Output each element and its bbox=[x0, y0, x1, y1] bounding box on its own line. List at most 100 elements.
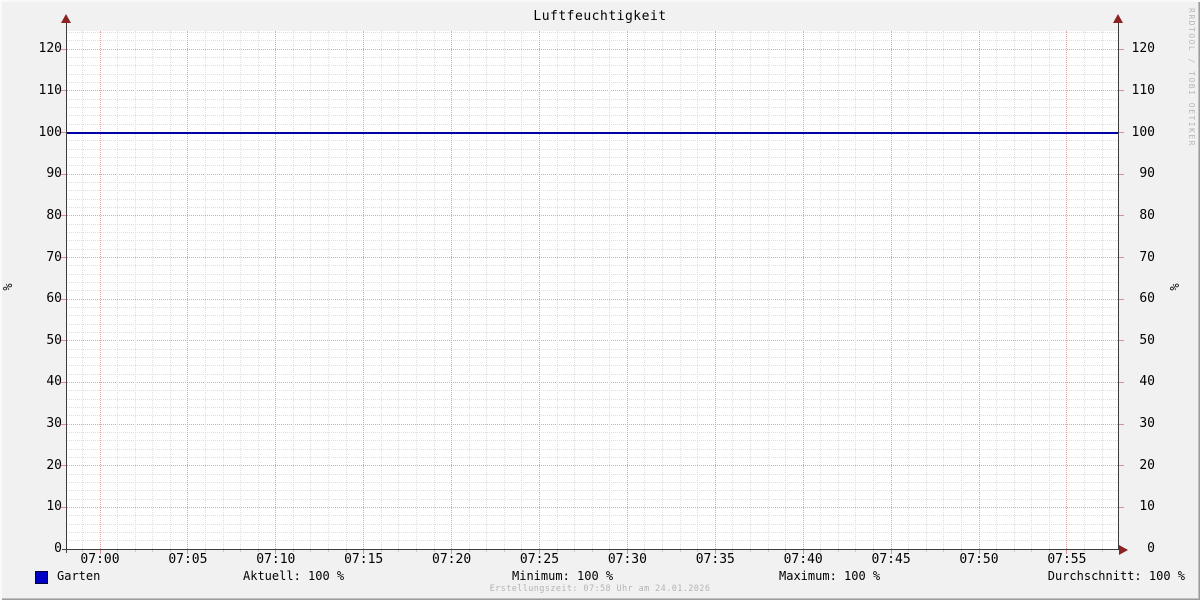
y-tick-label-left: 40 bbox=[46, 374, 62, 390]
y-major-tick-right bbox=[1118, 381, 1124, 383]
x-minor-tick bbox=[697, 549, 699, 552]
y-major-tick-left bbox=[61, 48, 67, 50]
y-major-tick-right bbox=[1118, 298, 1124, 300]
x-minor-tick bbox=[204, 549, 206, 552]
y-axis-arrow-left-icon bbox=[61, 14, 71, 23]
v-gridline-minor bbox=[785, 31, 787, 549]
x-minor-tick bbox=[960, 549, 962, 552]
y-tick-label-right: 80 bbox=[1139, 207, 1155, 223]
x-minor-tick bbox=[398, 549, 400, 552]
x-major-tick bbox=[626, 549, 628, 554]
y-major-tick-left bbox=[61, 298, 67, 300]
x-tick-label: 07:50 bbox=[959, 552, 999, 567]
x-minor-tick bbox=[1048, 549, 1050, 552]
v-gridline-minor bbox=[240, 31, 242, 549]
y-major-tick-left bbox=[61, 465, 67, 467]
v-gridline-minor bbox=[81, 31, 83, 549]
v-gridline-major bbox=[539, 31, 540, 549]
x-minor-tick bbox=[486, 549, 488, 552]
x-major-tick bbox=[187, 549, 189, 554]
y-major-tick-left bbox=[61, 423, 67, 425]
x-tick-label: 07:25 bbox=[519, 552, 560, 567]
x-tick-label: 07:30 bbox=[607, 552, 647, 567]
v-gridline-minor bbox=[433, 31, 435, 549]
v-gridline-minor bbox=[697, 31, 699, 549]
v-gridline-minor bbox=[486, 31, 488, 549]
v-gridline-minor bbox=[679, 31, 681, 549]
x-minor-tick bbox=[873, 549, 875, 552]
x-major-tick bbox=[890, 549, 892, 554]
series-line-garten bbox=[67, 131, 1118, 134]
x-minor-tick bbox=[310, 549, 312, 552]
x-tick-label: 07:55 bbox=[1047, 552, 1087, 567]
v-gridline-minor bbox=[328, 31, 330, 549]
v-gridline-major bbox=[890, 31, 892, 549]
x-tick-label: 07:10 bbox=[256, 552, 296, 567]
x-minor-tick bbox=[644, 549, 646, 552]
y-major-tick-right bbox=[1118, 132, 1124, 134]
x-minor-tick bbox=[503, 549, 505, 552]
x-minor-tick bbox=[925, 549, 927, 552]
y-tick-label-right: 50 bbox=[1139, 332, 1155, 348]
y-axis-unit-left: % bbox=[1, 283, 15, 291]
v-gridline-minor bbox=[257, 31, 259, 549]
x-minor-tick bbox=[855, 549, 857, 552]
v-gridline-minor bbox=[943, 31, 945, 549]
x-minor-tick bbox=[169, 549, 171, 552]
x-major-tick bbox=[275, 549, 277, 554]
x-minor-tick bbox=[574, 549, 576, 552]
x-minor-tick bbox=[81, 549, 83, 552]
v-gridline-major bbox=[187, 31, 189, 549]
x-axis-arrow-icon bbox=[1119, 545, 1128, 555]
x-minor-tick bbox=[1101, 549, 1103, 552]
y-major-tick-left bbox=[61, 90, 67, 92]
x-major-tick bbox=[99, 549, 101, 554]
x-minor-tick bbox=[749, 549, 751, 552]
v-gridline-minor bbox=[855, 31, 857, 549]
x-minor-tick bbox=[996, 549, 998, 552]
y-tick-label-right: 70 bbox=[1139, 249, 1155, 265]
v-gridline-minor bbox=[996, 31, 998, 549]
x-minor-tick bbox=[345, 549, 347, 552]
y-tick-label-left: 30 bbox=[46, 416, 62, 432]
x-minor-tick bbox=[556, 549, 558, 552]
x-minor-tick bbox=[767, 549, 769, 552]
x-major-tick bbox=[714, 549, 716, 554]
x-minor-tick bbox=[679, 549, 681, 552]
y-tick-label-left: 10 bbox=[46, 499, 62, 515]
legend-swatch-garten bbox=[35, 571, 48, 584]
v-gridline-minor bbox=[152, 31, 154, 549]
x-minor-tick bbox=[591, 549, 593, 552]
stat-maximum: Maximum: 100 % bbox=[779, 569, 881, 583]
stat-aktuell: Aktuell: 100 % bbox=[243, 569, 345, 583]
y-tick-label-left: 120 bbox=[38, 41, 62, 57]
y-tick-label-right: 110 bbox=[1131, 82, 1155, 98]
x-minor-tick bbox=[380, 549, 382, 552]
y-major-tick-right bbox=[1118, 257, 1124, 259]
v-gridline-major bbox=[714, 31, 716, 549]
y-tick-label-right: 120 bbox=[1131, 41, 1155, 57]
y-tick-label-left: 80 bbox=[46, 207, 62, 223]
x-minor-tick bbox=[732, 549, 734, 552]
x-major-tick bbox=[539, 549, 540, 554]
v-gridline-minor bbox=[169, 31, 171, 549]
x-minor-tick bbox=[662, 549, 664, 552]
v-gridline-minor bbox=[1048, 31, 1050, 549]
v-gridline-minor bbox=[908, 31, 910, 549]
y-major-tick-left bbox=[61, 215, 67, 217]
y-tick-label-left: 90 bbox=[46, 166, 62, 182]
y-tick-label-right: 0 bbox=[1147, 541, 1155, 556]
x-major-tick bbox=[451, 549, 453, 554]
x-major-tick bbox=[802, 549, 804, 554]
v-gridline-minor bbox=[644, 31, 646, 549]
creation-timestamp: Erstellungszeit: 07:58 Uhr am 24.01.2026 bbox=[489, 584, 711, 594]
x-minor-tick bbox=[134, 549, 136, 552]
v-gridline-major bbox=[363, 31, 365, 549]
y-major-tick-left bbox=[61, 340, 67, 342]
stat-minimum: Minimum: 100 % bbox=[512, 569, 614, 583]
v-gridline-major bbox=[626, 31, 628, 549]
v-gridline-major bbox=[978, 31, 980, 549]
v-gridline-minor bbox=[960, 31, 962, 549]
x-minor-tick bbox=[609, 549, 611, 552]
